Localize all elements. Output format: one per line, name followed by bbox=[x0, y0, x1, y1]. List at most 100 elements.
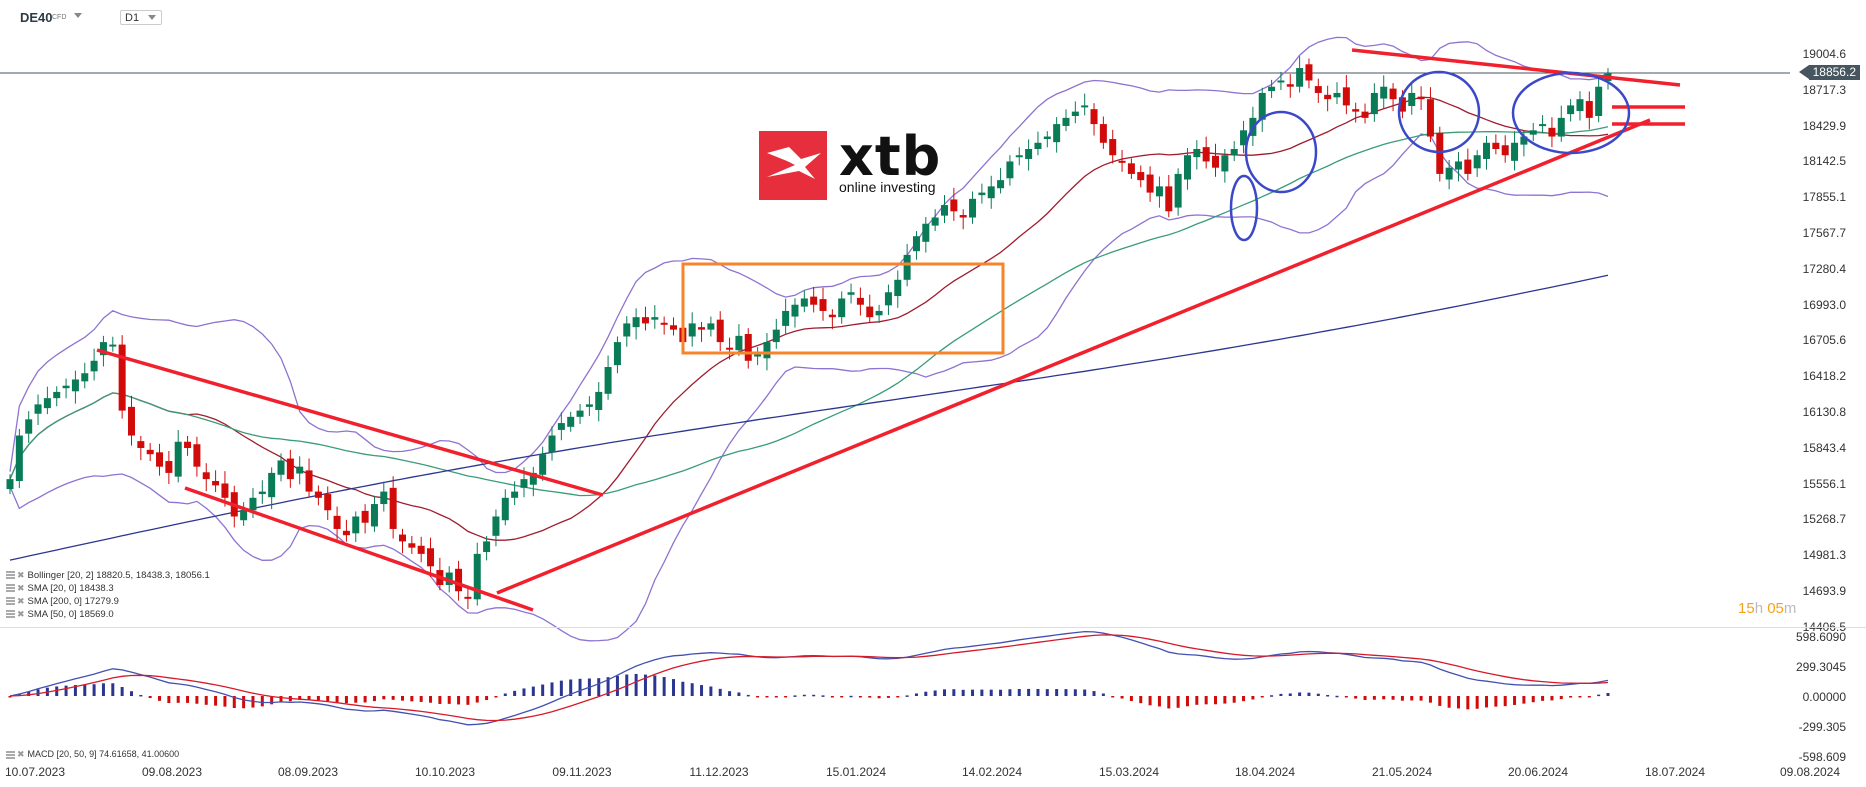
candle-body bbox=[1202, 147, 1210, 162]
consolidation-box[interactable] bbox=[681, 262, 1005, 355]
time-axis-label: 18.04.2024 bbox=[1234, 765, 1296, 779]
candle-body bbox=[1081, 105, 1089, 108]
macd-histogram-bar bbox=[195, 696, 199, 704]
macd-histogram-bar bbox=[242, 696, 246, 709]
settings-icon[interactable] bbox=[6, 750, 15, 759]
macd-histogram-bar bbox=[681, 681, 685, 696]
macd-histogram-bar bbox=[400, 696, 404, 701]
candle-body bbox=[1296, 68, 1304, 87]
candle-body bbox=[1183, 155, 1191, 180]
macd-histogram-bar bbox=[129, 691, 133, 696]
macd-histogram-bar bbox=[101, 683, 105, 696]
macd-histogram-bar bbox=[485, 696, 489, 701]
candle-body bbox=[726, 347, 734, 350]
candle-body bbox=[1501, 145, 1509, 156]
settings-icon[interactable] bbox=[6, 610, 15, 619]
close-icon[interactable]: ✖ bbox=[17, 596, 25, 606]
time-axis-label: 15.03.2024 bbox=[1098, 765, 1160, 779]
candle-body bbox=[81, 373, 89, 382]
macd-histogram-bar bbox=[550, 682, 554, 696]
candle-body bbox=[1464, 159, 1472, 174]
candle-body bbox=[1025, 149, 1033, 159]
candle-body bbox=[324, 494, 332, 511]
highlight-circle[interactable] bbox=[1229, 174, 1259, 242]
trendline-uptrend-support[interactable] bbox=[496, 118, 1651, 595]
candle-body bbox=[380, 491, 388, 505]
price-axis-label: 17855.1 bbox=[1802, 190, 1846, 205]
candle-body bbox=[268, 472, 276, 498]
candle-body bbox=[25, 419, 33, 434]
macd-histogram-bar bbox=[1185, 696, 1189, 707]
macd-histogram-bar bbox=[382, 696, 386, 700]
macd-histogram-bar bbox=[111, 683, 115, 696]
price-axis-label: 15268.7 bbox=[1802, 512, 1846, 527]
time-axis-label: 18.07.2024 bbox=[1644, 765, 1706, 779]
candle-body bbox=[1492, 142, 1500, 150]
macd-histogram-bar bbox=[1344, 696, 1348, 698]
candle-body bbox=[165, 461, 173, 473]
macd-histogram-bar bbox=[849, 695, 853, 698]
close-icon[interactable]: ✖ bbox=[17, 749, 25, 759]
candle-body bbox=[1230, 149, 1238, 156]
time-axis-label: 08.09.2023 bbox=[277, 765, 339, 779]
candle-body bbox=[1174, 173, 1182, 208]
macd-histogram-bar bbox=[1503, 696, 1507, 707]
candle-body bbox=[118, 344, 126, 411]
macd-signal-line bbox=[9, 634, 1609, 722]
chart-toolbar: DE40 CFD D1 bbox=[0, 0, 1866, 36]
candle-body bbox=[632, 317, 640, 328]
highlight-circle[interactable] bbox=[1244, 110, 1318, 194]
candle-body bbox=[1099, 124, 1107, 143]
candle-body bbox=[1314, 86, 1322, 93]
candle-body bbox=[1109, 139, 1117, 156]
macd-histogram-bar bbox=[933, 690, 937, 696]
macd-histogram-bar bbox=[447, 696, 451, 704]
macd-histogram-bar bbox=[503, 693, 507, 696]
settings-icon[interactable] bbox=[6, 584, 15, 593]
highlight-circle[interactable] bbox=[1511, 71, 1631, 155]
macd-histogram-bar bbox=[793, 695, 797, 697]
symbol-label[interactable]: DE40 bbox=[20, 10, 53, 25]
candle-body bbox=[641, 317, 649, 324]
trendline-channel-top[interactable] bbox=[96, 348, 604, 497]
trendline-channel-bottom[interactable] bbox=[184, 486, 534, 612]
candle-body bbox=[1043, 136, 1051, 140]
candle-body bbox=[735, 335, 743, 351]
settings-icon[interactable] bbox=[6, 597, 15, 606]
close-icon[interactable]: ✖ bbox=[17, 570, 25, 580]
macd-histogram-bar bbox=[952, 689, 956, 696]
legend-sma20: ✖ SMA [20, 0] 18438.3 bbox=[6, 583, 114, 594]
macd-histogram-bar bbox=[186, 696, 190, 703]
candle-body bbox=[15, 435, 23, 481]
macd-histogram-bar bbox=[1036, 688, 1040, 696]
macd-axis-label: 299.3045 bbox=[1795, 660, 1846, 674]
macd-histogram-bar bbox=[924, 691, 928, 696]
macd-histogram-bar bbox=[821, 695, 825, 697]
macd-histogram-bar bbox=[597, 678, 601, 696]
close-icon[interactable]: ✖ bbox=[17, 583, 25, 593]
macd-histogram-bar bbox=[643, 674, 647, 696]
candle-body bbox=[716, 319, 724, 343]
candle-body bbox=[884, 292, 892, 306]
macd-histogram-bar bbox=[1335, 695, 1339, 698]
candle-body bbox=[707, 323, 715, 330]
symbol-dropdown-caret-icon[interactable] bbox=[74, 13, 82, 18]
close-icon[interactable]: ✖ bbox=[17, 609, 25, 619]
timeframe-select[interactable]: D1 bbox=[120, 10, 162, 25]
highlight-circle[interactable] bbox=[1397, 70, 1481, 154]
macd-histogram-bar bbox=[709, 686, 713, 696]
candle-body bbox=[174, 441, 182, 477]
pane-separator[interactable] bbox=[0, 627, 1866, 628]
macd-histogram-bar bbox=[1167, 696, 1171, 709]
candle-body bbox=[529, 472, 537, 485]
trendline-resistance[interactable] bbox=[1351, 48, 1681, 87]
candle-body bbox=[1342, 87, 1350, 106]
macd-histogram-bar bbox=[64, 685, 68, 696]
macd-histogram-bar bbox=[1485, 696, 1489, 708]
candle-body bbox=[1529, 130, 1537, 135]
price-axis-label: 19004.6 bbox=[1802, 47, 1846, 61]
candle-body bbox=[1361, 111, 1369, 118]
time-axis-label: 21.05.2024 bbox=[1371, 765, 1433, 779]
settings-icon[interactable] bbox=[6, 571, 15, 580]
